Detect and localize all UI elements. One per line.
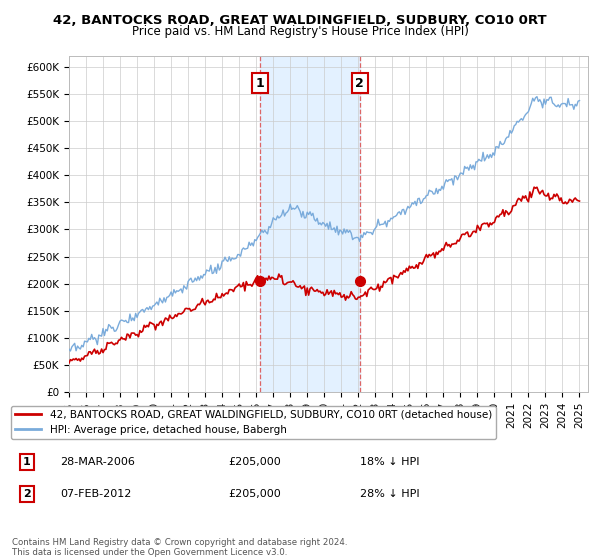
Text: 2: 2 [23, 489, 31, 499]
Text: 1: 1 [23, 457, 31, 467]
Text: 28-MAR-2006: 28-MAR-2006 [60, 457, 135, 467]
Text: 42, BANTOCKS ROAD, GREAT WALDINGFIELD, SUDBURY, CO10 0RT: 42, BANTOCKS ROAD, GREAT WALDINGFIELD, S… [53, 14, 547, 27]
Text: Contains HM Land Registry data © Crown copyright and database right 2024.
This d: Contains HM Land Registry data © Crown c… [12, 538, 347, 557]
Text: £205,000: £205,000 [228, 489, 281, 499]
Legend: 42, BANTOCKS ROAD, GREAT WALDINGFIELD, SUDBURY, CO10 0RT (detached house), HPI: : 42, BANTOCKS ROAD, GREAT WALDINGFIELD, S… [11, 405, 496, 439]
Bar [260, 56, 360, 392]
Text: 28% ↓ HPI: 28% ↓ HPI [360, 489, 419, 499]
Text: Price paid vs. HM Land Registry's House Price Index (HPI): Price paid vs. HM Land Registry's House … [131, 25, 469, 38]
Text: 2: 2 [355, 77, 364, 90]
Text: 1: 1 [256, 77, 265, 90]
Text: £205,000: £205,000 [228, 457, 281, 467]
Text: 18% ↓ HPI: 18% ↓ HPI [360, 457, 419, 467]
Text: 07-FEB-2012: 07-FEB-2012 [60, 489, 131, 499]
